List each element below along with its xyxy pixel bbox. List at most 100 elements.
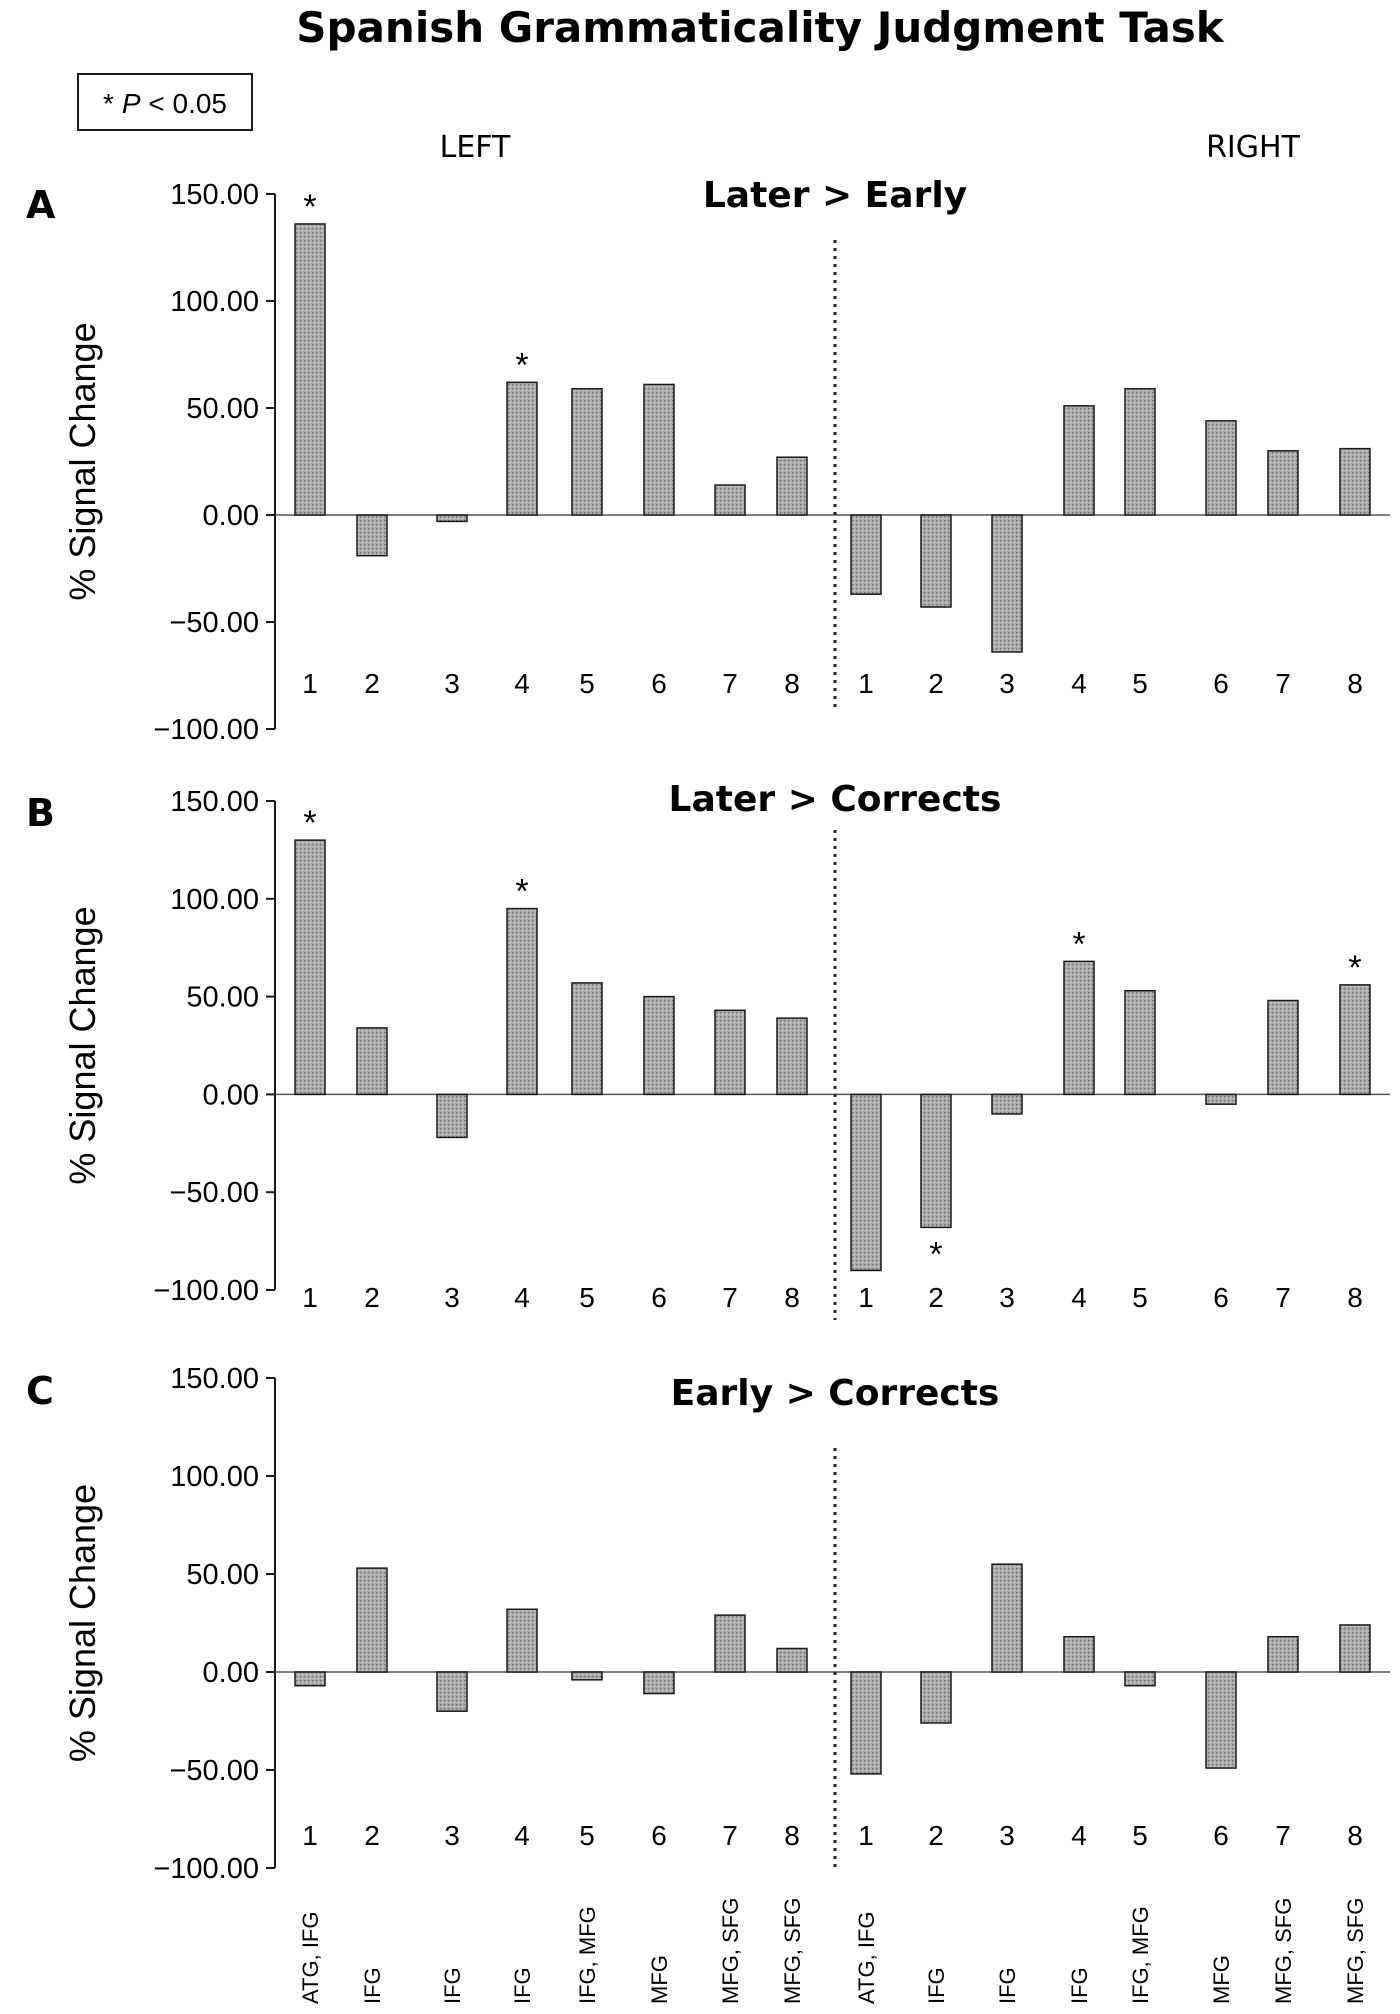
bar [436, 1671, 468, 1712]
y-axis-label: % Signal Change [62, 322, 103, 600]
y-tick-label: 0.00 [203, 1079, 259, 1111]
y-tick-label: −100.00 [153, 1275, 259, 1307]
y-tick-label: 50.00 [186, 1559, 259, 1591]
panel-letter: A [26, 183, 56, 227]
bar [850, 514, 882, 595]
region-label: IFG [995, 1967, 1020, 2004]
region-label: IFG [1067, 1967, 1092, 2004]
bar [506, 1608, 538, 1673]
bar [294, 223, 326, 516]
bar [1267, 450, 1299, 516]
bar [1124, 1671, 1156, 1687]
x-category-label: 4 [514, 1820, 530, 1851]
legend-rest: < 0.05 [141, 88, 227, 119]
x-category-label: 2 [928, 1820, 944, 1851]
x-category-label: 5 [579, 1282, 595, 1313]
x-category-label: 2 [364, 1820, 380, 1851]
bar [850, 1671, 882, 1775]
region-label: ATG, IFG [854, 1912, 879, 2004]
legend-box [77, 73, 253, 131]
x-category-label: 7 [1275, 1282, 1291, 1313]
significance-marker: * [303, 804, 316, 842]
bar [1124, 387, 1156, 516]
bar [1339, 1624, 1371, 1673]
x-category-label: 8 [1347, 1282, 1363, 1313]
x-category-label: 7 [722, 1282, 738, 1313]
bar [571, 387, 603, 516]
x-category-label: 7 [1275, 668, 1291, 699]
region-label: MFG, SFG [780, 1898, 805, 2004]
bar [1267, 999, 1299, 1096]
bar [714, 1614, 746, 1673]
bar [920, 1671, 952, 1724]
x-category-label: 2 [364, 668, 380, 699]
significance-marker: * [515, 873, 528, 911]
bar [776, 1647, 808, 1673]
bar [850, 1093, 882, 1272]
bar [920, 1093, 952, 1229]
figure-title: Spanish Grammaticality Judgment Task [296, 3, 1225, 52]
x-category-label: 5 [1132, 668, 1148, 699]
chart-panel-c: C Early > Corrects% Signal Change150.0010… [26, 1363, 1390, 1885]
bar [1205, 1671, 1237, 1769]
y-tick-label: 150.00 [170, 786, 259, 818]
region-label: MFG [1209, 1955, 1234, 2004]
y-axis-label: % Signal Change [62, 1484, 103, 1762]
region-label: IFG [440, 1967, 465, 2004]
x-category-label: 3 [444, 668, 460, 699]
bar [1063, 405, 1095, 516]
y-tick-label: −50.00 [169, 1755, 259, 1787]
x-category-label: 4 [1071, 1282, 1087, 1313]
panel-title: Later > Corrects [669, 779, 1002, 820]
chart-panels: A Later > Early% Signal Change150.00100.0… [26, 175, 1390, 1885]
x-category-label: 1 [858, 668, 874, 699]
x-category-label: 6 [651, 1282, 667, 1313]
x-category-label: 8 [1347, 668, 1363, 699]
bar [1063, 1635, 1095, 1673]
bar [991, 514, 1023, 653]
legend-p: P [122, 88, 141, 119]
significance-legend: * P < 0.05 [77, 73, 253, 131]
chart-panel-a: A Later > Early% Signal Change150.00100.0… [26, 175, 1390, 746]
bar [436, 514, 468, 523]
y-tick-label: −100.00 [153, 714, 259, 746]
bar [571, 1671, 603, 1681]
region-label: IFG [510, 1967, 535, 2004]
bar [776, 456, 808, 516]
x-category-label: 4 [1071, 668, 1087, 699]
region-labels: ATG, IFG IFG IFG IFG IFG, MFG MFG MFG, SFG MFG,… [298, 1898, 1368, 2004]
bar [294, 1671, 326, 1687]
bar [356, 1567, 388, 1673]
x-category-label: 7 [722, 1820, 738, 1851]
x-category-label: 3 [999, 1820, 1015, 1851]
bar [714, 484, 746, 516]
bar [1205, 420, 1237, 516]
significance-marker: * [1348, 949, 1361, 987]
y-tick-label: 150.00 [170, 1363, 259, 1395]
panel-letter: C [26, 1369, 54, 1413]
x-category-label: 8 [784, 668, 800, 699]
bar [356, 514, 388, 557]
y-tick-label: 100.00 [170, 1461, 259, 1493]
region-label: IFG, MFG [1128, 1906, 1153, 2004]
region-label: IFG [924, 1967, 949, 2004]
x-category-label: 4 [514, 1282, 530, 1313]
bar [643, 995, 675, 1096]
x-category-label: 8 [1347, 1820, 1363, 1851]
hemisphere-label-left: LEFT [440, 130, 511, 165]
x-category-label: 3 [444, 1820, 460, 1851]
bar [643, 1671, 675, 1695]
y-tick-label: 150.00 [170, 179, 259, 211]
x-category-label: 1 [858, 1820, 874, 1851]
region-label: IFG [360, 1967, 385, 2004]
x-category-label: 6 [1213, 1282, 1229, 1313]
y-tick-label: −50.00 [169, 607, 259, 639]
y-axis-label: % Signal Change [62, 906, 103, 1184]
bar [1267, 1635, 1299, 1673]
x-category-label: 5 [579, 668, 595, 699]
x-category-label: 7 [1275, 1820, 1291, 1851]
x-category-label: 7 [722, 668, 738, 699]
x-category-label: 3 [444, 1282, 460, 1313]
bar [1339, 447, 1371, 516]
x-category-label: 6 [1213, 1820, 1229, 1851]
